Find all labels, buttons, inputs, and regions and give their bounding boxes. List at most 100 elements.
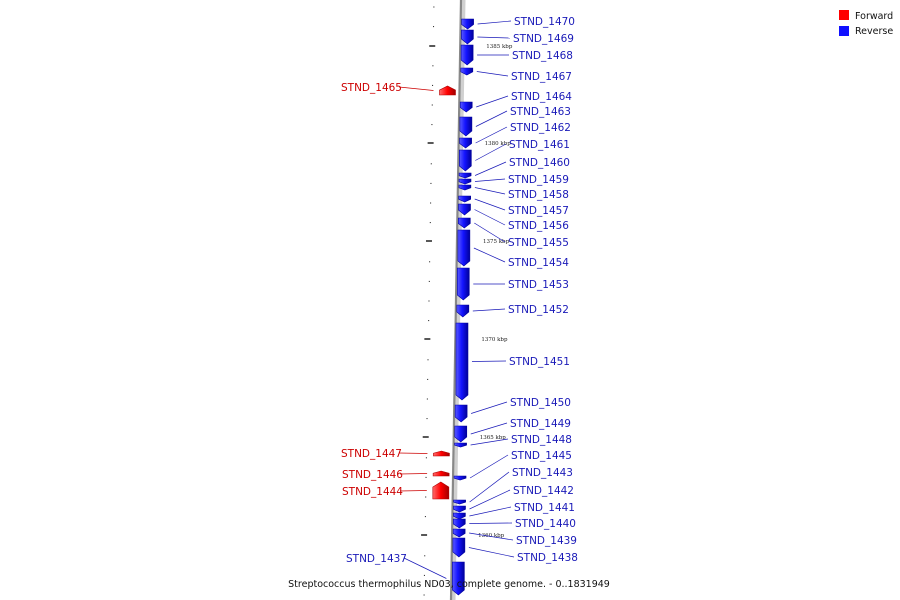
scale-tick-label: 1385 kbp xyxy=(486,44,513,50)
legend-forward-label: Forward xyxy=(855,11,893,22)
gene-leader-line xyxy=(399,490,427,492)
reverse-gene-glyph[interactable] xyxy=(452,537,466,558)
reverse-gene-glyph[interactable] xyxy=(461,18,474,30)
gene-leader-line xyxy=(471,360,507,362)
gene-label[interactable]: STND_1448 xyxy=(511,434,572,446)
gene-leader-line xyxy=(469,522,513,524)
reverse-gene-glyph[interactable] xyxy=(452,528,466,538)
gene-label[interactable]: STND_1460 xyxy=(509,157,570,169)
scale-ticks: 1385 kbp 1380 kbp 1375 kbp 1370 kbp 1365 kbp… xyxy=(421,6,513,596)
gene-label[interactable]: STND_1464 xyxy=(511,91,572,103)
gene-leader-line xyxy=(399,473,428,475)
gene-label[interactable]: STND_1470 xyxy=(514,16,575,28)
gene-label[interactable]: STND_1456 xyxy=(508,220,569,232)
reverse-gene-glyph[interactable] xyxy=(454,442,467,448)
reverse-gene-glyph[interactable] xyxy=(453,505,466,513)
gene-leader-line xyxy=(403,557,447,579)
gene-label[interactable]: STND_1445 xyxy=(511,450,572,462)
reverse-gene-glyph[interactable] xyxy=(453,475,467,481)
gene-leader-line xyxy=(475,126,508,144)
reverse-gene-glyph[interactable] xyxy=(456,267,470,301)
gene-label[interactable]: STND_1439 xyxy=(516,535,577,547)
reverse-gene-glyph[interactable] xyxy=(459,149,472,172)
gene-label[interactable]: STND_1444 xyxy=(342,486,403,498)
scale-tick-label: 1365 kbp xyxy=(480,435,507,441)
gene-label[interactable]: STND_1452 xyxy=(508,304,569,316)
gene-label[interactable]: STND_1454 xyxy=(508,257,569,269)
gene-label[interactable]: STND_1458 xyxy=(508,189,569,201)
gene-label[interactable]: STND_1442 xyxy=(513,485,574,497)
gene-leader-line xyxy=(475,143,507,161)
gene-leader-line xyxy=(472,308,506,312)
reverse-gene-glyph[interactable] xyxy=(458,172,472,179)
gene-label[interactable]: STND_1463 xyxy=(510,106,571,118)
gene-leader-line xyxy=(474,209,506,226)
scale-tick-label: 1380 kbp xyxy=(485,141,512,147)
gene-label[interactable]: STND_1441 xyxy=(514,502,575,514)
gene-label[interactable]: STND_1467 xyxy=(511,71,572,83)
scale-tick-label: 1375 kbp xyxy=(483,239,510,245)
reverse-gene-glyph[interactable] xyxy=(457,217,471,229)
gene-label[interactable]: STND_1438 xyxy=(517,552,578,564)
gene-leader-line xyxy=(477,20,512,25)
gene-leader-line xyxy=(471,401,508,414)
gene-leader-line xyxy=(474,222,506,243)
legend-reverse-swatch xyxy=(839,26,849,36)
gene-label[interactable]: STND_1465 xyxy=(341,82,402,94)
reverse-gene-glyph[interactable] xyxy=(459,137,472,149)
reverse-gene-glyph[interactable] xyxy=(459,116,473,137)
gene-label[interactable]: STND_1447 xyxy=(341,448,402,460)
reverse-gene-glyph[interactable] xyxy=(457,229,471,267)
reverse-gene-glyph[interactable] xyxy=(453,499,466,505)
gene-label[interactable]: STND_1446 xyxy=(342,469,403,481)
legend-reverse-label: Reverse xyxy=(855,26,893,37)
reverse-gene-glyph[interactable] xyxy=(458,178,472,185)
genome-caption: Streptococcus thermophilus ND03, complet… xyxy=(288,579,610,590)
reverse-gene-glyph[interactable] xyxy=(458,203,471,216)
scale-tick-label: 1370 kbp xyxy=(481,337,508,343)
reverse-gene-glyph[interactable] xyxy=(454,425,468,443)
forward-gene-glyph[interactable] xyxy=(439,85,456,96)
gene-label[interactable]: STND_1440 xyxy=(515,518,576,530)
reverse-gene-glyph[interactable] xyxy=(460,44,474,66)
gene-label[interactable]: STND_1462 xyxy=(510,122,571,134)
gene-label[interactable]: STND_1449 xyxy=(510,418,571,430)
reverse-gene-glyph[interactable] xyxy=(453,512,466,520)
reverse-gene-glyph[interactable] xyxy=(452,518,466,529)
gene-leader-line xyxy=(470,438,509,446)
gene-label[interactable]: STND_1450 xyxy=(510,397,571,409)
gene-label[interactable]: STND_1469 xyxy=(513,33,574,45)
reverse-gene-glyph[interactable] xyxy=(458,184,472,191)
gene-label[interactable]: STND_1453 xyxy=(508,279,569,291)
reverse-gene-glyph[interactable] xyxy=(461,29,474,45)
reverse-gene-glyph[interactable] xyxy=(452,561,465,596)
gene-label[interactable]: STND_1451 xyxy=(509,356,570,368)
gene-label[interactable]: STND_1443 xyxy=(512,467,573,479)
gene-leader-line xyxy=(474,198,506,211)
gene-leader-line xyxy=(476,95,509,108)
reverse-gene-glyph[interactable] xyxy=(454,404,468,423)
gene-label[interactable]: STND_1461 xyxy=(509,139,570,151)
gene-leader-line xyxy=(469,532,514,541)
reverse-gene-glyph[interactable] xyxy=(459,101,473,113)
gene-label[interactable]: STND_1468 xyxy=(512,50,573,62)
gene-leader-line xyxy=(474,161,507,176)
reverse-gene-glyph[interactable] xyxy=(455,322,469,401)
gene-leader-line xyxy=(469,489,511,510)
legend-forward-swatch xyxy=(839,10,849,20)
gene-leader-line xyxy=(469,506,512,517)
forward-gene-glyph[interactable] xyxy=(432,481,450,500)
gene-label[interactable]: STND_1459 xyxy=(508,174,569,186)
gene-label[interactable]: STND_1455 xyxy=(508,237,569,249)
reverse-gene-glyph[interactable] xyxy=(460,67,474,76)
legend: Forward Reverse xyxy=(839,10,893,37)
forward-gene-glyph[interactable] xyxy=(433,450,450,457)
gene-leader-line xyxy=(398,452,428,454)
forward-gene-glyph[interactable] xyxy=(432,470,450,477)
genome-backbone xyxy=(449,0,463,600)
reverse-gene-glyph[interactable] xyxy=(456,304,470,318)
gene-leader-line xyxy=(477,36,511,39)
reverse-gene-glyph[interactable] xyxy=(458,195,471,203)
gene-label[interactable]: STND_1457 xyxy=(508,205,569,217)
gene-label[interactable]: STND_1437 xyxy=(346,553,407,565)
